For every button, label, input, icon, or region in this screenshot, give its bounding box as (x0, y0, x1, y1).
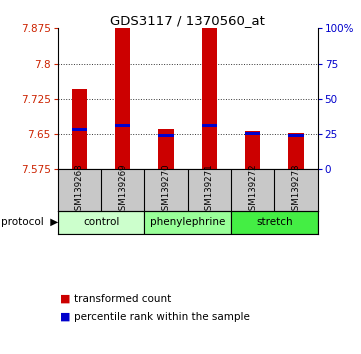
Text: protocol  ▶: protocol ▶ (0, 217, 58, 227)
Title: GDS3117 / 1370560_at: GDS3117 / 1370560_at (110, 14, 265, 27)
Text: GSM139268: GSM139268 (75, 164, 84, 216)
Bar (72, 90, 87, 170)
Bar (231, 211, 318, 234)
Bar (58, 211, 144, 234)
Text: ■: ■ (60, 312, 70, 322)
Bar (288, 133, 304, 170)
Bar (202, 27, 217, 170)
Text: GSM139269: GSM139269 (118, 164, 127, 216)
Text: GSM139270: GSM139270 (162, 164, 170, 216)
Bar (72, 128, 87, 131)
Bar (288, 134, 304, 137)
Text: control: control (83, 217, 119, 227)
Text: percentile rank within the sample: percentile rank within the sample (74, 312, 250, 322)
Text: ■: ■ (60, 294, 70, 304)
Bar (202, 124, 217, 127)
Bar (144, 211, 231, 234)
Bar (115, 27, 130, 170)
Text: transformed count: transformed count (74, 294, 171, 304)
Bar (245, 132, 260, 135)
Bar (245, 131, 260, 170)
Text: GSM139273: GSM139273 (292, 164, 300, 216)
Text: GSM139272: GSM139272 (248, 164, 257, 216)
Text: stretch: stretch (256, 217, 293, 227)
Bar (115, 124, 130, 127)
Text: GSM139271: GSM139271 (205, 164, 214, 216)
Bar (158, 129, 174, 170)
Text: phenylephrine: phenylephrine (150, 217, 225, 227)
Bar (158, 134, 174, 137)
